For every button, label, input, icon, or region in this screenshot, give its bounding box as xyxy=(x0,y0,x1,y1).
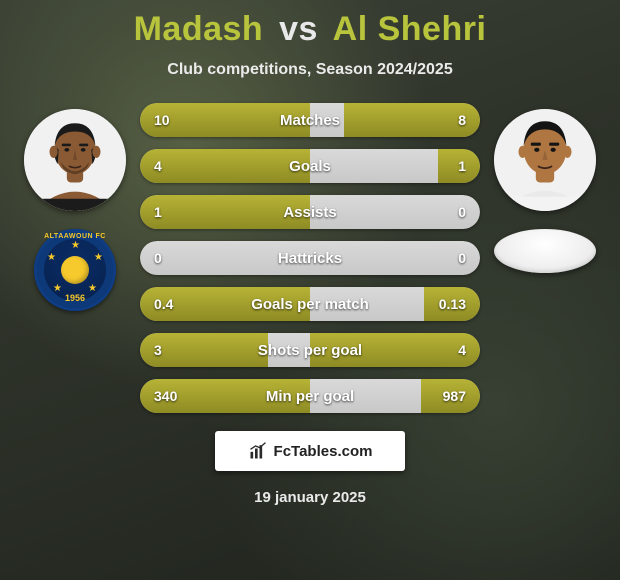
stat-label: Goals xyxy=(140,149,480,183)
stat-value-right: 0 xyxy=(458,195,466,229)
stat-value-left: 3 xyxy=(154,333,162,367)
chart-icon xyxy=(248,441,268,461)
stat-value-right: 1 xyxy=(458,149,466,183)
footer-site-badge[interactable]: FcTables.com xyxy=(215,431,405,471)
stat-value-left: 4 xyxy=(154,149,162,183)
player2-avatar-icon xyxy=(494,109,596,211)
stat-label: Shots per goal xyxy=(140,333,480,367)
title-player1: Madash xyxy=(134,10,264,48)
stat-row: Goals4 1 xyxy=(140,149,480,183)
stat-value-left: 1 xyxy=(154,195,162,229)
player2-avatar xyxy=(494,109,596,211)
stat-value-left: 10 xyxy=(154,103,170,137)
stat-label: Hattricks xyxy=(140,241,480,275)
subtitle: Club competitions, Season 2024/2025 xyxy=(0,61,620,79)
stat-row: Matches10 8 xyxy=(140,103,480,137)
stat-value-left: 0.4 xyxy=(154,287,173,321)
stat-value-left: 340 xyxy=(154,379,177,413)
stat-value-left: 0 xyxy=(154,241,162,275)
star-icon: ★ xyxy=(94,252,103,263)
player1-club-badge: ALTAAWOUN FC ★ ★ ★ ★ ★ 1956 xyxy=(34,229,116,311)
stat-row: Assists1 0 xyxy=(140,195,480,229)
star-icon: ★ xyxy=(47,252,56,263)
stat-row: Hattricks0 0 xyxy=(140,241,480,275)
player1-avatar-icon xyxy=(24,109,126,211)
footer-site-text: FcTables.com xyxy=(274,443,373,460)
player2-club-placeholder xyxy=(494,229,596,273)
club-year: 1956 xyxy=(34,293,116,303)
star-icon: ★ xyxy=(71,240,80,251)
stat-label: Assists xyxy=(140,195,480,229)
club-ball-icon xyxy=(61,256,89,284)
stat-row: Shots per goal3 4 xyxy=(140,333,480,367)
stat-bars: Matches108Goals41Assists10Hattricks00Goa… xyxy=(140,103,480,413)
stat-row: Goals per match0.4 0.13 xyxy=(140,287,480,321)
player1-avatar xyxy=(24,109,126,211)
right-column xyxy=(490,103,600,273)
date-text: 19 january 2025 xyxy=(0,489,620,506)
stat-value-right: 987 xyxy=(443,379,466,413)
stat-value-right: 0.13 xyxy=(439,287,466,321)
stat-label: Matches xyxy=(140,103,480,137)
club-arc-text: ALTAAWOUN FC xyxy=(34,233,116,240)
title-vs: vs xyxy=(279,10,318,48)
stat-row: Min per goal340 987 xyxy=(140,379,480,413)
stat-label: Goals per match xyxy=(140,287,480,321)
stat-value-right: 0 xyxy=(458,241,466,275)
title-player2: Al Shehri xyxy=(333,10,487,48)
stat-label: Min per goal xyxy=(140,379,480,413)
page-title: Madash vs Al Shehri xyxy=(0,0,620,49)
stat-value-right: 8 xyxy=(458,103,466,137)
left-column: ALTAAWOUN FC ★ ★ ★ ★ ★ 1956 xyxy=(20,103,130,311)
stat-value-right: 4 xyxy=(458,333,466,367)
